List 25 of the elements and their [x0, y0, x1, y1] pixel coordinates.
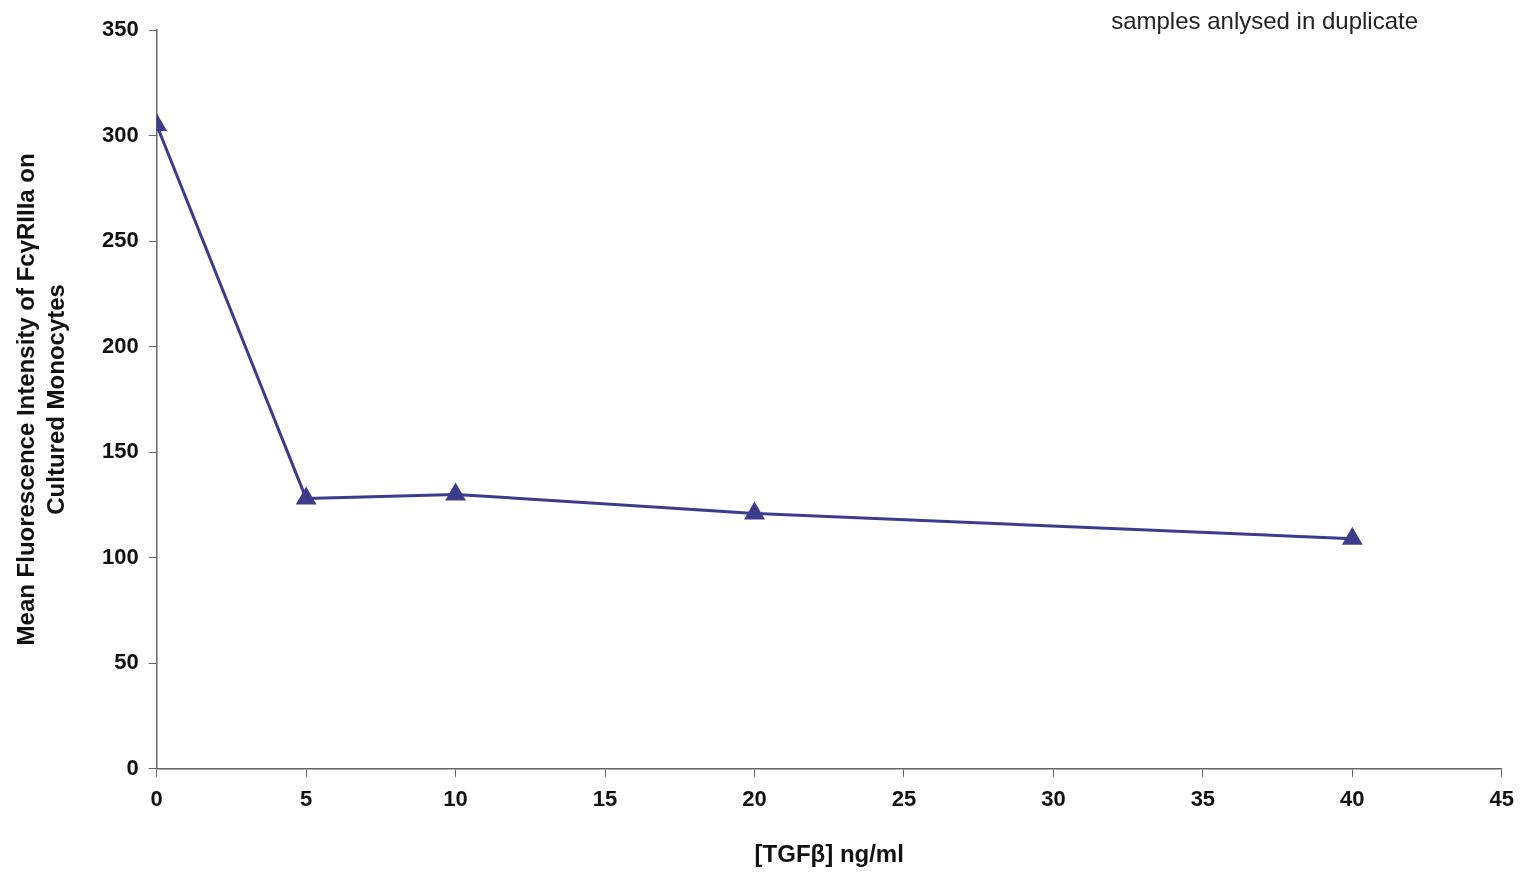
point: [296, 488, 316, 505]
point: [1343, 528, 1362, 545]
y-axis-title: Mean Fluorescence Intensity of FcγRIIIa on Cultured Monocytes: [11, 153, 69, 646]
x-tick-label: 40: [1340, 786, 1365, 812]
x-axis-title: [TGFβ] ng/ml: [754, 840, 904, 868]
y-tick-label: 150: [101, 438, 139, 464]
x-tick-label: 0: [150, 786, 163, 812]
x-tick-label: 35: [1190, 786, 1216, 812]
annotation: samples anlysed in duplicate: [1111, 6, 1418, 34]
y-tick-label: 50: [114, 649, 139, 675]
y-tick-label: 300: [101, 121, 139, 147]
x-tick-label: 25: [891, 786, 917, 812]
y-tick-label: 250: [101, 227, 139, 253]
x-tick-label: 20: [742, 786, 767, 812]
x-tick-label: 30: [1041, 786, 1066, 812]
y-tick-label: 100: [101, 543, 139, 569]
x-tick-label: 45: [1489, 786, 1515, 812]
x-tick-label: 5: [300, 786, 313, 812]
y-tick-label: 0: [126, 754, 139, 780]
y-tick-label: 200: [101, 332, 139, 358]
x-tick-label: 15: [592, 786, 618, 812]
x-tick-label: 10: [443, 786, 468, 812]
point: [745, 502, 764, 520]
point: [446, 483, 465, 501]
y-tick-label: 350: [101, 16, 139, 42]
